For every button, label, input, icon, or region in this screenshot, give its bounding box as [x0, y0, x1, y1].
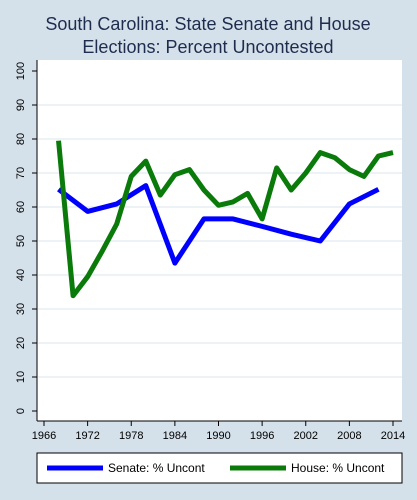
legend-label: Senate: % Uncont: [108, 461, 205, 475]
x-tick-label: 2008: [337, 430, 361, 442]
y-tick-label: 90: [15, 99, 27, 111]
chart-title-line-2: Elections: Percent Uncontested: [82, 37, 333, 57]
y-tick-label: 20: [15, 337, 27, 349]
x-tick-label: 2002: [294, 430, 318, 442]
x-tick-label: 1984: [163, 430, 187, 442]
y-tick-label: 10: [15, 371, 27, 383]
y-tick-label: 100: [15, 62, 27, 80]
legend-label: House: % Uncont: [291, 461, 385, 475]
y-tick-label: 50: [15, 235, 27, 247]
y-tick-label: 80: [15, 133, 27, 145]
series-lines: [56, 140, 394, 299]
legend: Senate: % Uncont House: % Uncont: [36, 452, 403, 484]
y-tick-label: 0: [15, 408, 27, 414]
y-tick-label: 30: [15, 303, 27, 315]
y-tick-label: 40: [15, 269, 27, 281]
y-tick-label: 60: [15, 201, 27, 213]
y-tick-label: 70: [15, 167, 27, 179]
x-tick-label: 1966: [32, 430, 56, 442]
x-tick-label: 2014: [381, 430, 405, 442]
x-tick-label: 1978: [119, 430, 143, 442]
chart-title: South Carolina: State Senate and House E…: [45, 14, 370, 57]
series-line-house: [56, 140, 394, 299]
x-tick-label: 1996: [250, 430, 274, 442]
axes: 0 10 20 30 40 50 60 70 80 90 100 1966 1972 1978 1984 19…: [15, 60, 405, 442]
x-tick-label: 1990: [206, 430, 230, 442]
series-line-senate: [57, 183, 380, 266]
x-tick-label: 1972: [75, 430, 99, 442]
chart-title-line-1: South Carolina: State Senate and House: [45, 14, 370, 34]
